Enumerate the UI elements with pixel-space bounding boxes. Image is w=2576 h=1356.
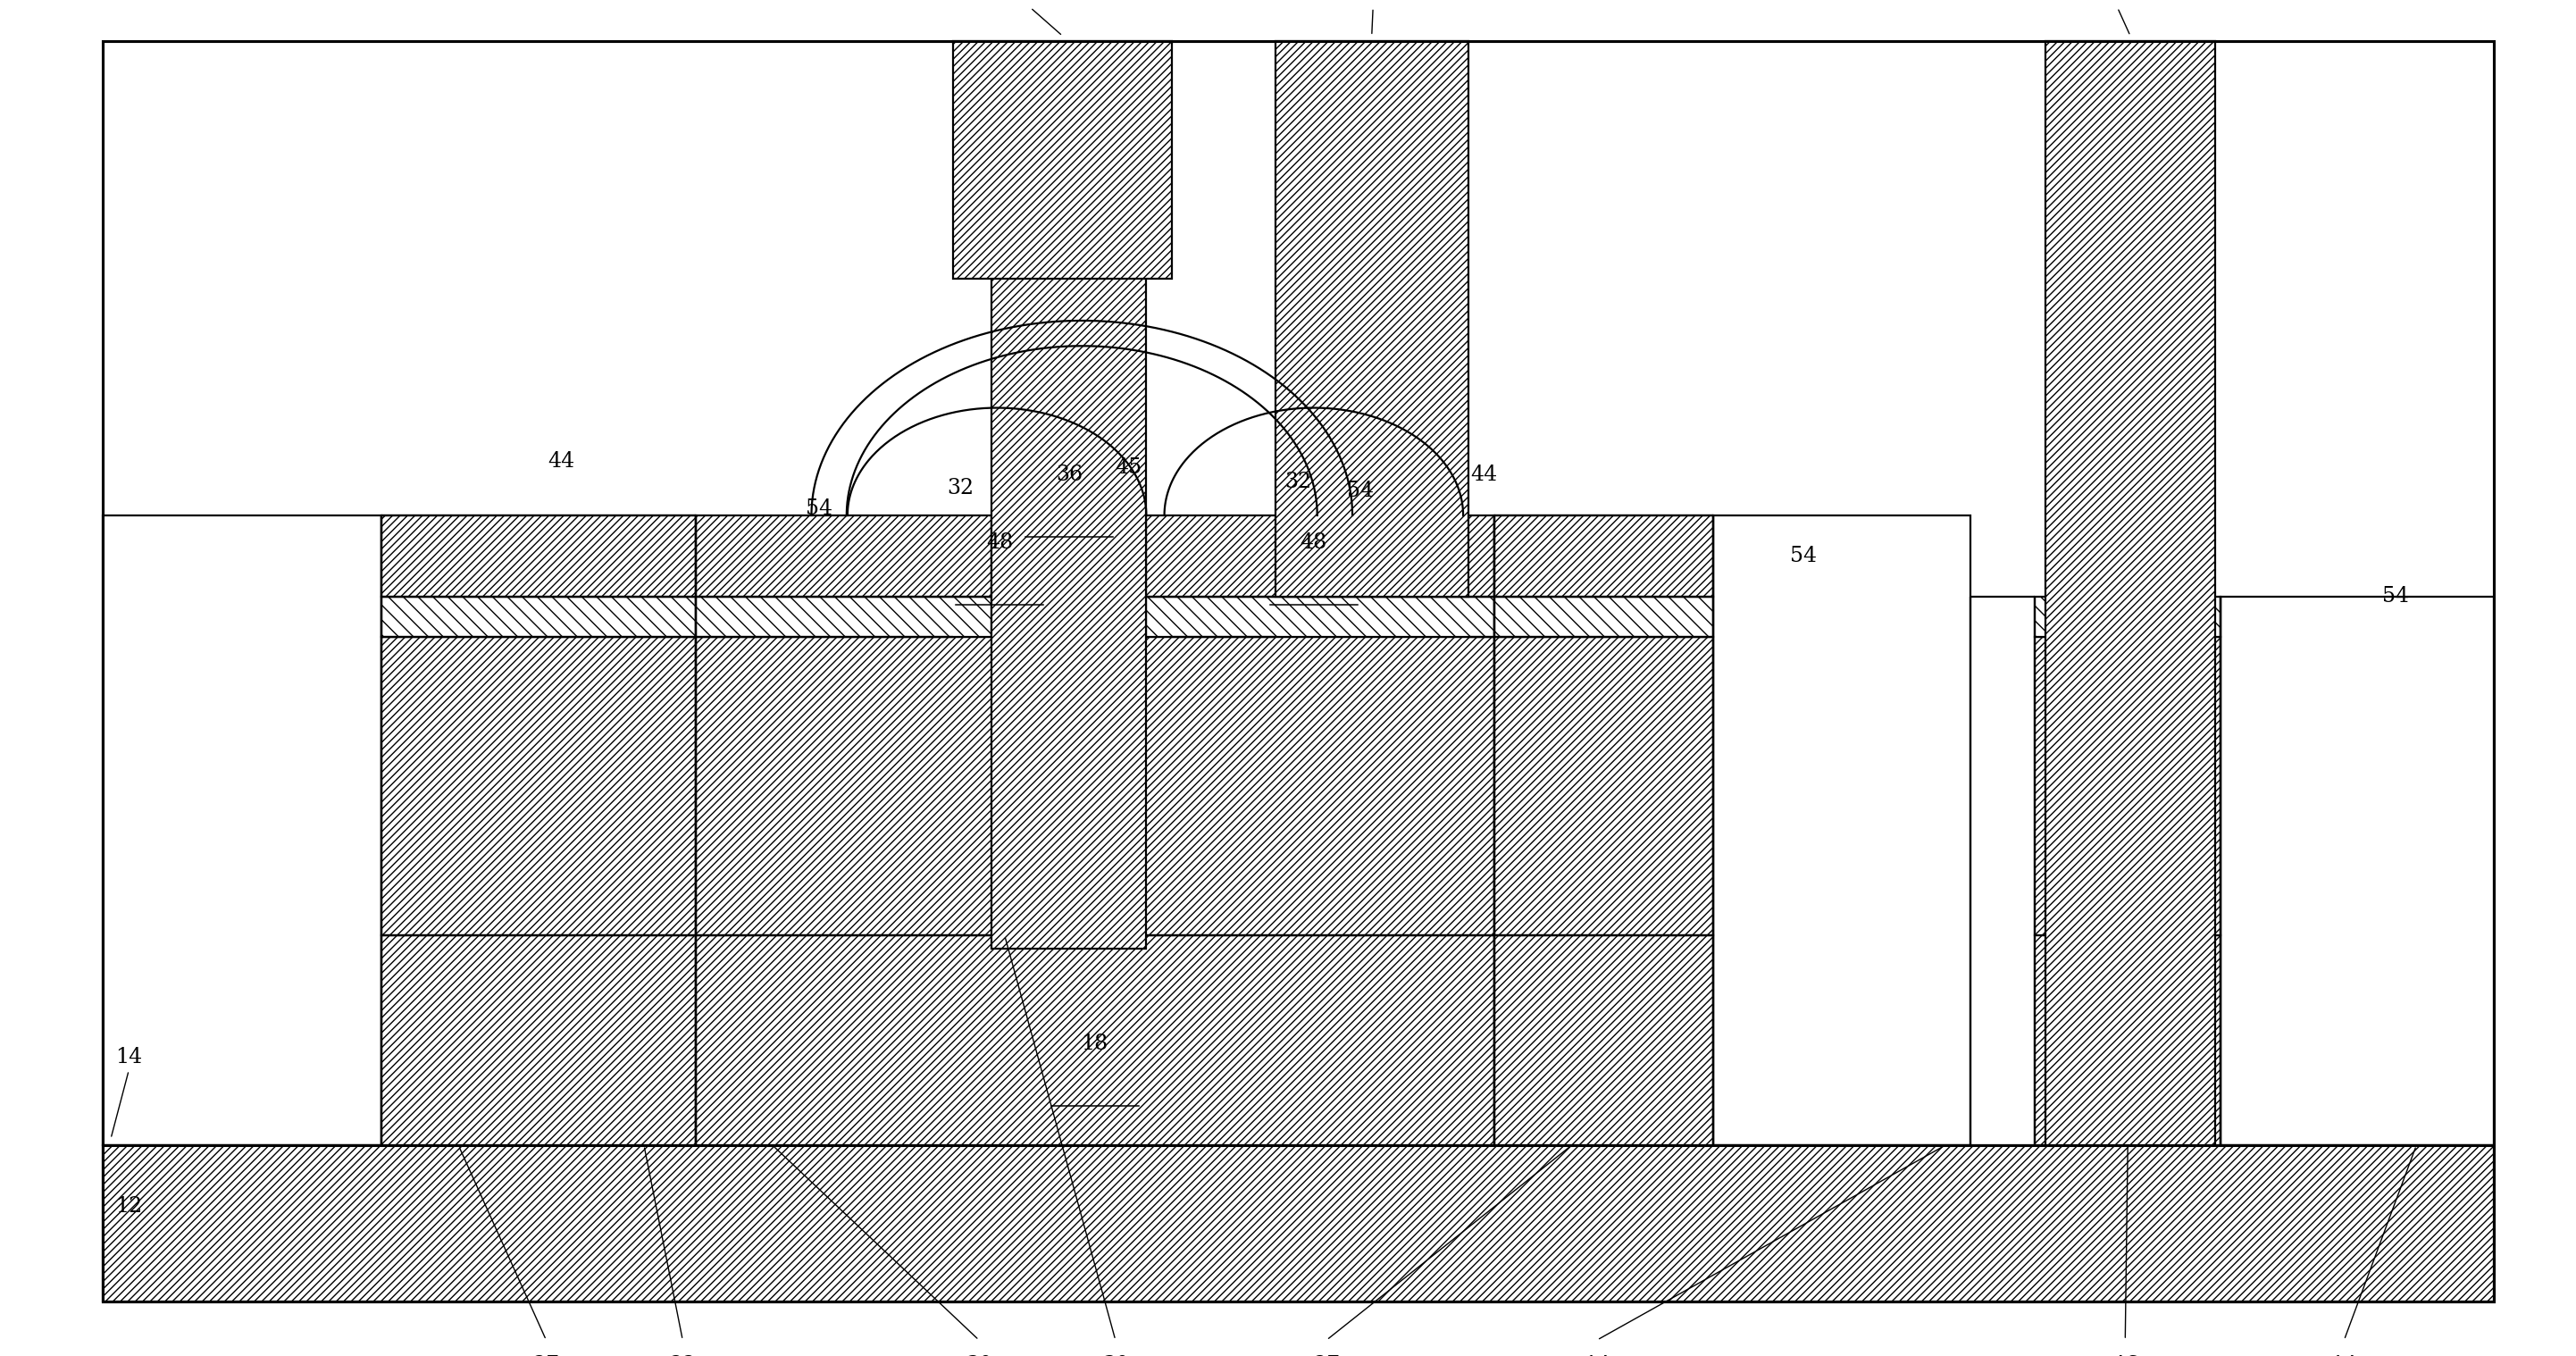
Text: 54: 54	[1790, 545, 1816, 567]
Bar	[103, 1146, 2494, 1302]
Bar	[1713, 515, 1971, 1146]
Text: 54: 54	[2383, 586, 2409, 607]
Text: 44: 44	[1471, 465, 1497, 485]
Text: 18: 18	[1082, 1033, 1108, 1054]
Bar	[2221, 597, 2494, 1146]
Bar	[1494, 515, 1713, 597]
Bar	[2035, 597, 2221, 637]
Bar	[696, 515, 992, 597]
Text: 54: 54	[1347, 481, 1373, 502]
Text: 45: 45	[1115, 458, 1141, 479]
Bar	[1146, 597, 1494, 637]
Bar	[2035, 936, 2221, 1146]
Text: 12: 12	[116, 1196, 142, 1216]
Text: 32: 32	[1285, 472, 1311, 492]
Bar	[1275, 41, 1468, 597]
Bar	[381, 936, 696, 1146]
Text: 54: 54	[806, 499, 832, 519]
Text: 48: 48	[987, 532, 1012, 553]
Text: 48: 48	[1301, 532, 1327, 553]
Bar	[381, 637, 696, 936]
Text: 14: 14	[116, 1047, 142, 1067]
Bar	[992, 271, 1146, 948]
Text: 36: 36	[1056, 465, 1082, 485]
Bar	[381, 597, 696, 637]
Bar	[696, 936, 1494, 1146]
Bar	[103, 515, 381, 1146]
Bar	[696, 597, 992, 637]
Text: 32: 32	[948, 479, 974, 499]
Bar	[1146, 515, 1494, 597]
Bar	[1494, 637, 1713, 936]
Bar	[1494, 597, 1713, 637]
Bar	[953, 41, 1172, 278]
Bar	[2035, 637, 2221, 936]
Text: 44: 44	[549, 452, 574, 472]
Bar	[1494, 936, 1713, 1146]
Bar	[696, 637, 1494, 936]
Bar	[2045, 41, 2215, 1146]
Bar	[381, 515, 696, 597]
